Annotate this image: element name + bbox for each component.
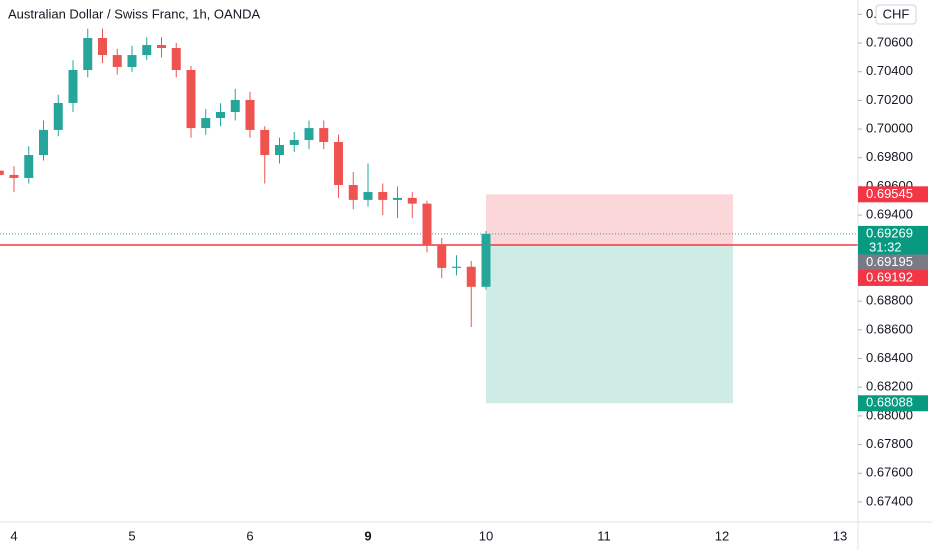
candle-body: [437, 244, 447, 268]
candle-body: [112, 55, 122, 67]
candle-body: [452, 266, 461, 268]
x-tick-label: 5: [128, 528, 135, 543]
candle-body: [481, 233, 491, 287]
candle-body: [157, 45, 166, 49]
y-tick-label: 0.70600: [866, 34, 913, 49]
currency-label: CHF: [883, 6, 910, 21]
candle-body: [275, 144, 284, 156]
y-tick-label: 0.68800: [866, 293, 913, 308]
candle-body: [216, 112, 225, 119]
candle-body: [363, 192, 373, 200]
y-tick-label: 0.70000: [866, 121, 913, 136]
candle-body: [378, 192, 388, 200]
horizontal-line-tag-bg: [858, 269, 928, 286]
candle-body: [53, 102, 63, 130]
x-tick-label: 13: [833, 528, 847, 543]
last-price-tag: 0.69269: [866, 225, 913, 240]
stop-tag: 0.69545: [866, 186, 913, 201]
candle-body: [466, 266, 476, 287]
candle-body: [393, 197, 402, 200]
x-tick-label: 10: [479, 528, 493, 543]
x-tick-label: 11: [597, 528, 611, 543]
candle-body: [171, 48, 181, 70]
y-tick-label: 0.67400: [866, 493, 913, 508]
last-price-tag-bg: [858, 225, 928, 257]
y-tick-label: 0.70400: [866, 63, 913, 78]
y-tick-label: 0.69400: [866, 207, 913, 222]
y-tick-label: 0.67600: [866, 465, 913, 480]
candle-body: [127, 55, 137, 67]
y-tick-label: 0.68600: [866, 321, 913, 336]
entry-tag: 0.69195: [866, 254, 913, 269]
y-tick-label: 0.68400: [866, 350, 913, 365]
candle-body: [186, 69, 196, 129]
x-tick-label: 4: [10, 528, 17, 543]
y-tick-label: 0.67800: [866, 436, 913, 451]
y-tick-label: 0.69800: [866, 149, 913, 164]
candle-body: [68, 69, 78, 103]
candle-body: [289, 139, 299, 145]
candle-body: [9, 174, 19, 178]
y-tick-label: 0.68200: [866, 379, 913, 394]
candle-body: [230, 99, 240, 113]
candle-body: [142, 45, 152, 56]
x-tick-label: 9: [364, 528, 371, 543]
candle-body: [260, 129, 270, 156]
candle-body: [334, 141, 343, 185]
candle-body: [24, 155, 34, 178]
candle-body: [39, 129, 48, 156]
axes: 0.708000.706000.704000.702000.700000.698…: [10, 4, 928, 543]
countdown: 31:32: [869, 239, 902, 254]
candle-body: [245, 99, 255, 130]
y-tick-label: 0.70200: [866, 92, 913, 107]
candle-body: [98, 38, 107, 56]
entry-tag-bg: [858, 254, 928, 271]
candle-body: [304, 128, 314, 140]
chart-title: Australian Dollar / Swiss Franc, 1h, OAN…: [8, 6, 260, 21]
horizontal-line-tag: 0.69192: [866, 269, 913, 284]
candle-body: [201, 118, 211, 129]
candle-body: [407, 197, 417, 204]
stop-zone: [486, 194, 733, 245]
candle-body: [319, 128, 329, 142]
stop-tag-bg: [858, 186, 928, 203]
target-tag-bg: [858, 395, 928, 412]
currency-box: [875, 4, 917, 25]
x-tick-label: 12: [715, 528, 729, 543]
candle-body: [348, 184, 358, 200]
target-zone: [486, 244, 733, 404]
candle-body: [83, 38, 93, 70]
target-tag: 0.68088: [866, 395, 913, 410]
candle-body: [0, 170, 4, 175]
plot-area: [0, 28, 858, 404]
candle-body: [422, 203, 432, 245]
x-tick-label: 6: [246, 528, 253, 543]
